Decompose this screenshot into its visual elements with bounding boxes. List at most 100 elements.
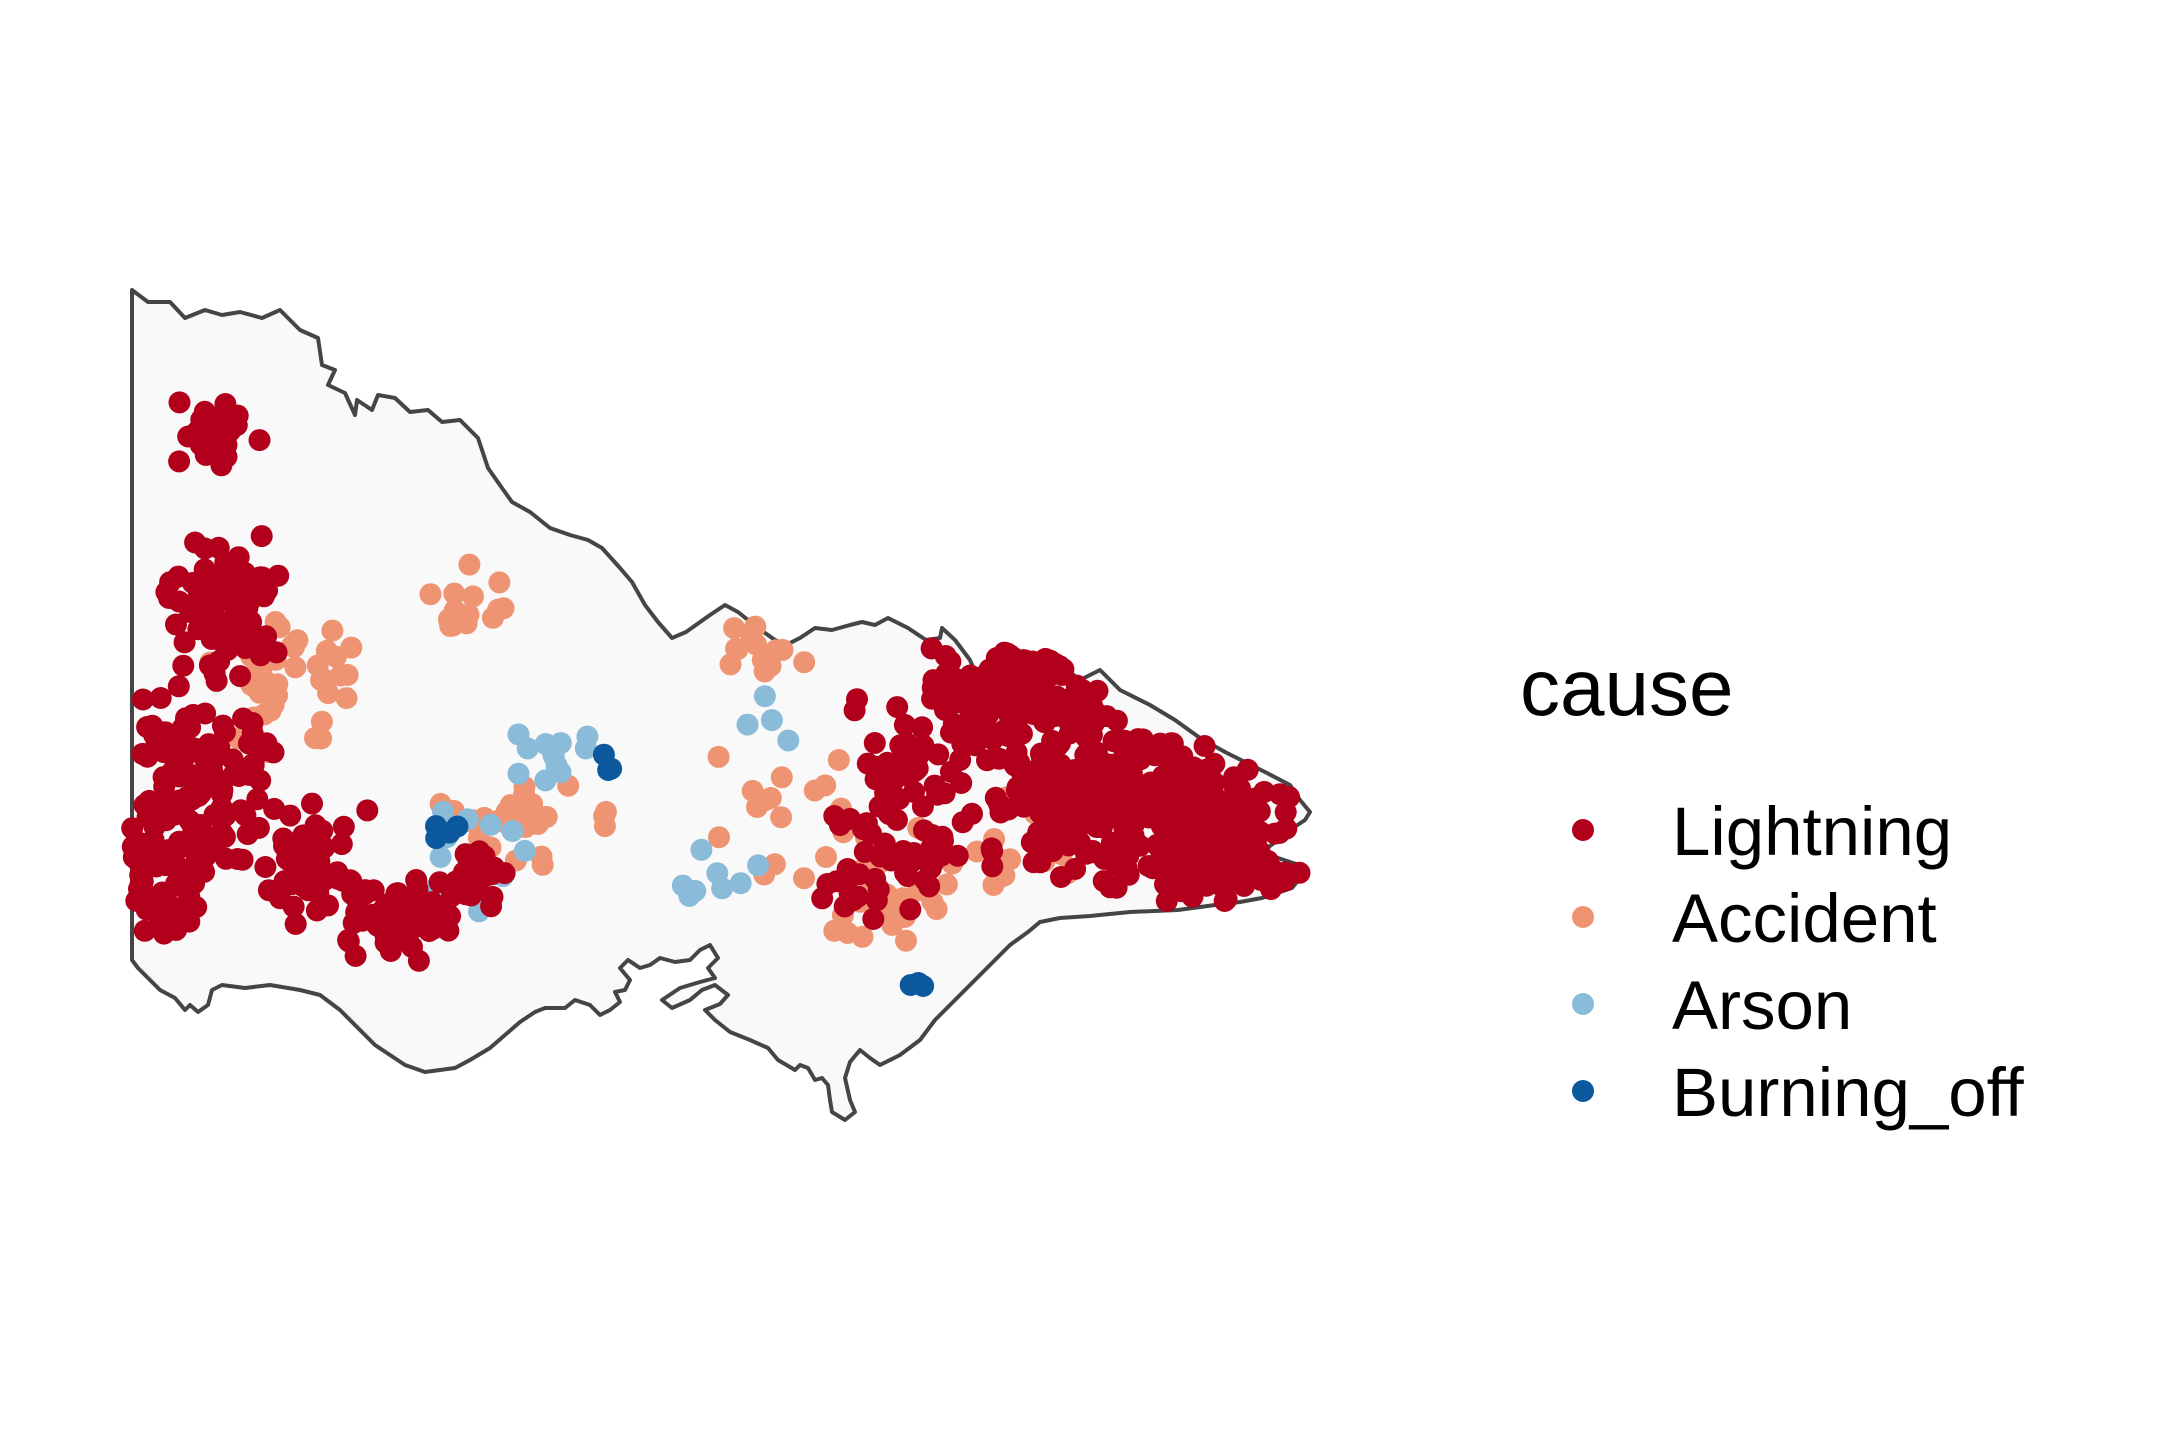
fire-point (770, 766, 793, 789)
fire-point (455, 612, 478, 635)
fire-point (279, 804, 302, 827)
fire-point (690, 838, 713, 861)
fire-point (167, 675, 190, 698)
fire-point (935, 873, 958, 896)
fire-point (1081, 695, 1104, 718)
fire-point (770, 806, 793, 829)
fire-point (231, 848, 254, 871)
fire-point (203, 662, 226, 685)
fire-point (1075, 782, 1098, 805)
fire-point (921, 687, 944, 710)
fire-point (1025, 772, 1048, 794)
fire-point (967, 679, 990, 702)
fire-point (257, 879, 280, 902)
fire-point (836, 921, 859, 944)
fire-point (981, 840, 1004, 863)
fire-point (513, 839, 536, 862)
fire-point (167, 565, 190, 588)
fire-point (413, 891, 436, 914)
fire-point (332, 815, 355, 838)
fire-point (1193, 735, 1216, 757)
fire-point (708, 826, 730, 849)
fire-point (1103, 786, 1126, 809)
fire-point (168, 450, 191, 473)
fire-point (1080, 723, 1103, 746)
fire-point (860, 822, 882, 845)
fire-point (462, 585, 484, 608)
fire-point (317, 894, 339, 917)
fire-point (210, 779, 233, 802)
fire-point (1185, 824, 1208, 847)
fire-point (194, 765, 217, 788)
fire-point (290, 874, 313, 897)
fire-point (422, 914, 445, 937)
fire-point (842, 889, 865, 911)
fire-point (307, 877, 330, 900)
fire-point (1178, 850, 1201, 873)
fire-point (155, 882, 178, 905)
fire-point (1070, 811, 1093, 834)
fire-point (910, 740, 933, 762)
fire-point (1253, 780, 1276, 803)
fire-point (275, 847, 298, 870)
fire-point (942, 712, 965, 735)
fire-point (1146, 833, 1169, 856)
fire-point (1220, 814, 1243, 836)
fire-point (1075, 842, 1097, 865)
fire-point (267, 564, 290, 587)
fire-point (407, 949, 430, 972)
fire-point (250, 525, 273, 548)
fire-point (594, 800, 617, 823)
fire-point (867, 878, 890, 901)
fire-point (282, 895, 305, 918)
fire-point (707, 745, 730, 768)
points-burning_off (425, 743, 935, 997)
fire-point (753, 685, 776, 708)
fire-point (542, 745, 565, 768)
fire-point (487, 598, 510, 621)
fire-point (815, 846, 837, 868)
fire-point (535, 805, 558, 828)
fire-point (678, 884, 701, 907)
fire-point (143, 723, 165, 746)
fire-point (1135, 789, 1157, 812)
legend-label-accident: Accident (1672, 880, 1937, 957)
fire-point (864, 755, 887, 778)
fire-point (330, 833, 353, 856)
fire-point (1108, 831, 1131, 853)
fire-point (1154, 779, 1177, 802)
fire-point (1109, 730, 1132, 753)
fire-point (241, 753, 264, 776)
fire-point (886, 696, 909, 719)
fire-point (1116, 752, 1139, 775)
fire-point (1064, 857, 1087, 880)
fire-point (862, 908, 885, 930)
fire-point (247, 816, 270, 839)
fire-point (1090, 816, 1113, 839)
fire-point (347, 896, 369, 919)
fire-point (863, 732, 886, 754)
fire-point (173, 631, 196, 654)
fire-point (251, 631, 273, 653)
fire-point (876, 841, 898, 864)
fire-point (846, 688, 868, 711)
fire-point (816, 873, 839, 895)
fire-point (777, 729, 800, 752)
fire-point (127, 841, 150, 864)
legend: cause Lightning Accident Arson Burning_off (1520, 643, 2025, 1131)
legend-label-lightning: Lightning (1672, 793, 1952, 870)
fire-point (284, 656, 307, 679)
fire-point (507, 762, 530, 785)
fire-point (215, 621, 238, 644)
fire-point (920, 637, 943, 660)
fire-point (874, 781, 897, 804)
fire-point (419, 583, 442, 606)
legend-key-arson (1572, 993, 1594, 1015)
fire-point (1044, 653, 1067, 675)
fire-point (237, 732, 260, 755)
fire-point (481, 885, 504, 908)
fire-point (941, 682, 964, 705)
fire-point (1234, 838, 1257, 861)
fire-point (1058, 722, 1081, 745)
